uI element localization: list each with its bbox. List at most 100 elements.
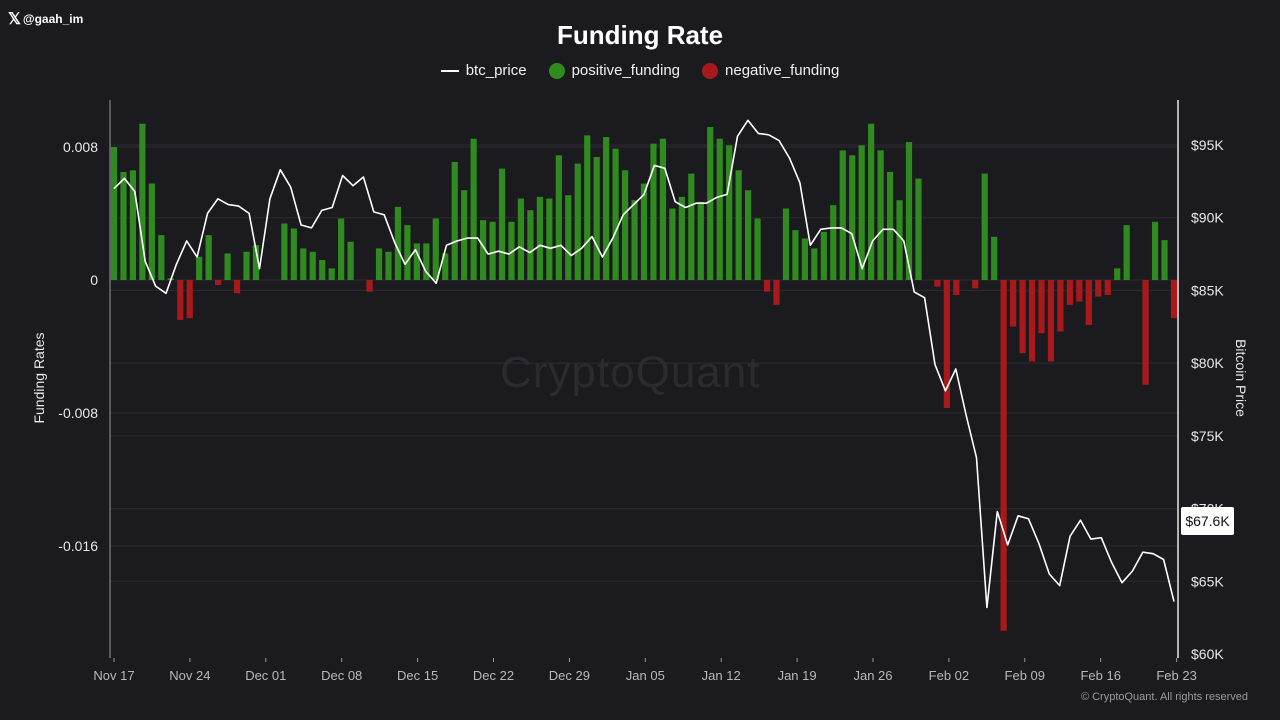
positive-funding-bar: [205, 235, 212, 280]
y-tick-label-left: -0.008: [58, 405, 98, 421]
chart-title: Funding Rate: [556, 20, 724, 50]
negative-funding-bar: [1047, 280, 1055, 362]
x-tick-label: Dec 08: [321, 668, 362, 683]
positive-funding-bar: [801, 238, 808, 280]
positive-funding-bar: [603, 137, 610, 280]
positive-funding-bar: [905, 142, 913, 280]
x-tick-label: Feb 23: [1156, 668, 1196, 683]
positive-funding-bar: [650, 143, 657, 280]
negative-funding-bar: [1095, 280, 1102, 297]
y-axis-label-left: Funding Rates: [31, 332, 47, 424]
positive-funding-bar: [811, 248, 818, 280]
positive-funding-bar: [224, 253, 231, 280]
positive-funding-bar: [158, 235, 165, 280]
positive-funding-bar: [432, 218, 439, 280]
negative-funding-bar: [1170, 280, 1178, 319]
positive-funding-bar: [991, 236, 998, 280]
negative-funding-bar: [1038, 280, 1045, 334]
positive-funding-bar: [612, 148, 619, 280]
positive-funding-bar: [1151, 221, 1159, 280]
positive-funding-bar: [442, 253, 449, 280]
negative-funding-bar: [934, 280, 941, 287]
x-tick-label: Feb 02: [929, 668, 969, 683]
x-tick-label: Dec 29: [549, 668, 590, 683]
positive-funding-bar: [631, 200, 638, 280]
positive-funding-bar: [480, 220, 487, 280]
y-tick-label-left: 0.008: [63, 139, 98, 155]
positive-funding-bar: [1123, 225, 1130, 280]
legend-item-positive-funding[interactable]: positive_funding: [548, 62, 681, 79]
positive-funding-bar: [196, 256, 203, 280]
positive-funding-bar: [688, 173, 695, 280]
positive-funding-bar: [830, 205, 837, 280]
legend: btc_price positive_funding negative_fund…: [0, 62, 1280, 79]
legend-dot-negative: [702, 62, 719, 79]
positive-funding-bar: [300, 248, 307, 280]
positive-funding-bar: [745, 190, 752, 280]
positive-funding-bar: [120, 171, 127, 280]
x-tick-label: Dec 22: [473, 668, 514, 683]
positive-funding-bar: [451, 161, 458, 280]
positive-funding-bar: [517, 198, 525, 280]
legend-dot-positive: [548, 62, 565, 79]
positive-funding-bar: [716, 138, 723, 280]
positive-funding-bar: [981, 173, 988, 280]
legend-item-negative-funding[interactable]: negative_funding: [702, 62, 839, 79]
positive-funding-bar: [659, 138, 667, 280]
positive-funding-bar: [849, 155, 856, 280]
negative-funding-bar: [366, 280, 373, 292]
negative-funding-bar: [1085, 280, 1092, 325]
positive-funding-bar: [404, 225, 411, 280]
positive-funding-bar: [508, 221, 515, 280]
x-tick-label: Jan 05: [626, 668, 665, 683]
positive-funding-bar: [319, 260, 326, 280]
positive-funding-bar: [726, 145, 733, 280]
negative-funding-bar: [1057, 280, 1064, 332]
funding-bars: [110, 123, 1178, 631]
positive-funding-bar: [792, 230, 799, 280]
y-axis-label-right: Bitcoin Price: [1233, 339, 1249, 417]
y-tick-label-right: $90K: [1191, 210, 1224, 226]
positive-funding-bar: [877, 150, 884, 280]
x-tick-label: Nov 17: [93, 668, 134, 683]
positive-funding-bar: [328, 268, 335, 280]
negative-funding-bar: [972, 280, 979, 289]
legend-line-swatch: [440, 69, 459, 72]
x-tick-label: Feb 09: [1005, 668, 1045, 683]
y-tick-label-right: $75K: [1191, 428, 1224, 444]
legend-label-positive: positive_funding: [571, 62, 681, 79]
negative-funding-bar: [1028, 280, 1036, 362]
positive-funding-bar: [489, 221, 496, 280]
positive-funding-bar: [110, 147, 118, 280]
positive-funding-bar: [1161, 240, 1168, 280]
legend-label-btc-price: btc_price: [465, 62, 527, 79]
positive-funding-bar: [385, 251, 392, 280]
legend-item-btc-price[interactable]: btc_price: [440, 62, 527, 79]
handle-text: @gaah_im: [22, 12, 84, 26]
legend-label-negative: negative_funding: [725, 62, 840, 79]
positive-funding-bar: [555, 155, 562, 280]
positive-funding-bar: [394, 206, 402, 280]
positive-funding-bar: [754, 218, 761, 280]
x-tick-label: Nov 24: [169, 668, 210, 683]
author-handle: 𝕏 @gaah_im: [8, 9, 83, 29]
positive-funding-bar: [309, 251, 316, 280]
positive-funding-bar: [148, 183, 155, 280]
positive-funding-bar: [707, 127, 714, 280]
positive-funding-bar: [896, 200, 903, 280]
positive-funding-bar: [413, 243, 420, 280]
negative-funding-bar: [1104, 280, 1111, 295]
positive-funding-bar: [593, 156, 600, 280]
positive-funding-bar: [584, 135, 591, 280]
positive-funding-bar: [1114, 268, 1121, 280]
positive-funding-bar: [536, 196, 543, 280]
positive-funding-bar: [820, 231, 827, 280]
y-tick-label-right: $60K: [1191, 646, 1224, 662]
negative-funding-bar: [1000, 280, 1007, 631]
positive-funding-bar: [868, 123, 875, 280]
positive-funding-bar: [858, 145, 865, 280]
positive-funding-bar: [697, 201, 704, 280]
positive-funding-bar: [574, 163, 581, 280]
positive-funding-bar: [290, 228, 297, 280]
